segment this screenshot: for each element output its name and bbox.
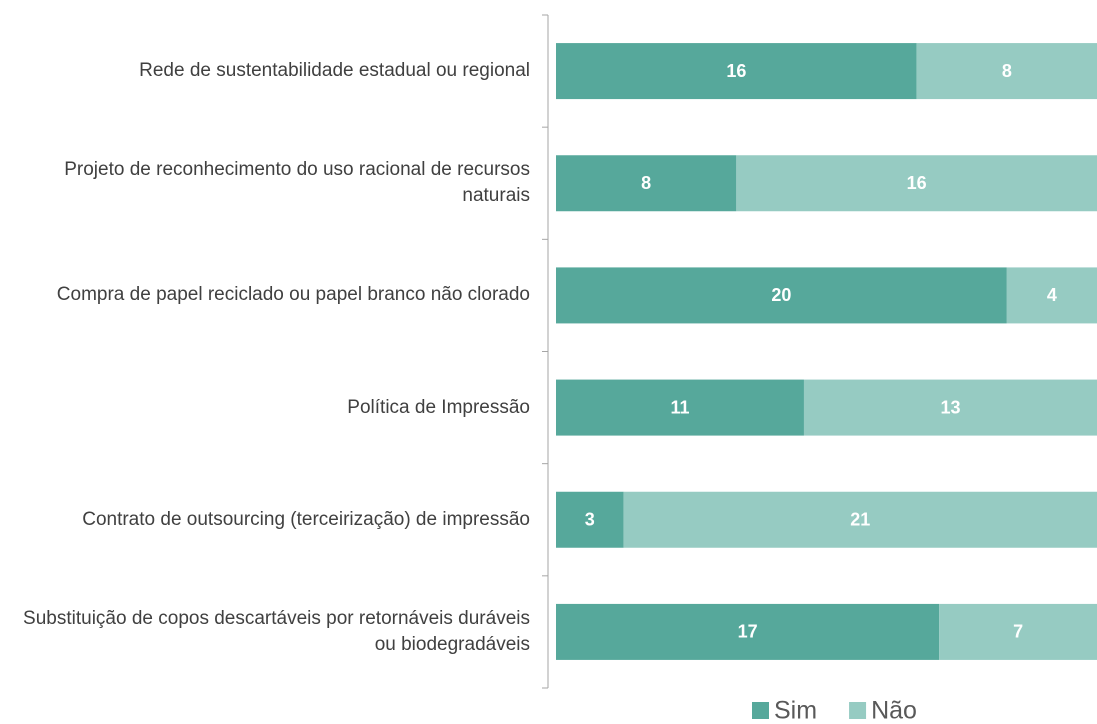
- bar-segment: [556, 603, 940, 660]
- bar-segment: [556, 155, 737, 212]
- value-label: 20: [771, 285, 791, 305]
- value-label: 3: [585, 510, 595, 530]
- value-label: 16: [907, 173, 927, 193]
- bar-segment: [556, 491, 624, 548]
- legend-label: Sim: [774, 697, 817, 724]
- category-label: Política de Impressão: [347, 396, 530, 418]
- bar-segment: [623, 491, 1097, 548]
- bar-segment: [556, 43, 917, 100]
- value-label: 13: [940, 397, 960, 417]
- category-label: Contrato de outsourcing (terceirização) …: [82, 508, 530, 530]
- bar-segment: [916, 43, 1097, 100]
- bar-segment: [803, 379, 1097, 436]
- value-label: 11: [670, 397, 689, 417]
- value-label: 4: [1047, 285, 1057, 305]
- category-label: Compra de papel reciclado ou papel branc…: [56, 284, 530, 306]
- value-label: 17: [738, 622, 758, 642]
- legend-swatch: [752, 702, 769, 719]
- legend-swatch: [849, 702, 867, 719]
- bar-segment: [939, 603, 1097, 660]
- category-label: Projeto de reconhecimento do uso raciona…: [64, 159, 530, 207]
- value-label: 16: [726, 61, 746, 81]
- value-label: 8: [1002, 61, 1012, 81]
- category-label: Substituição de copos descartáveis por r…: [23, 607, 530, 655]
- value-label: 8: [641, 173, 651, 193]
- value-label: 7: [1013, 622, 1023, 642]
- bar-segment: [556, 379, 804, 436]
- bar-segment: [1006, 267, 1097, 324]
- category-label: Rede de sustentabilidade estadual ou reg…: [139, 60, 530, 82]
- bar-segment: [736, 155, 1097, 212]
- legend-label: Não: [871, 697, 917, 724]
- bar-segment: [556, 267, 1007, 324]
- value-label: 21: [850, 510, 870, 530]
